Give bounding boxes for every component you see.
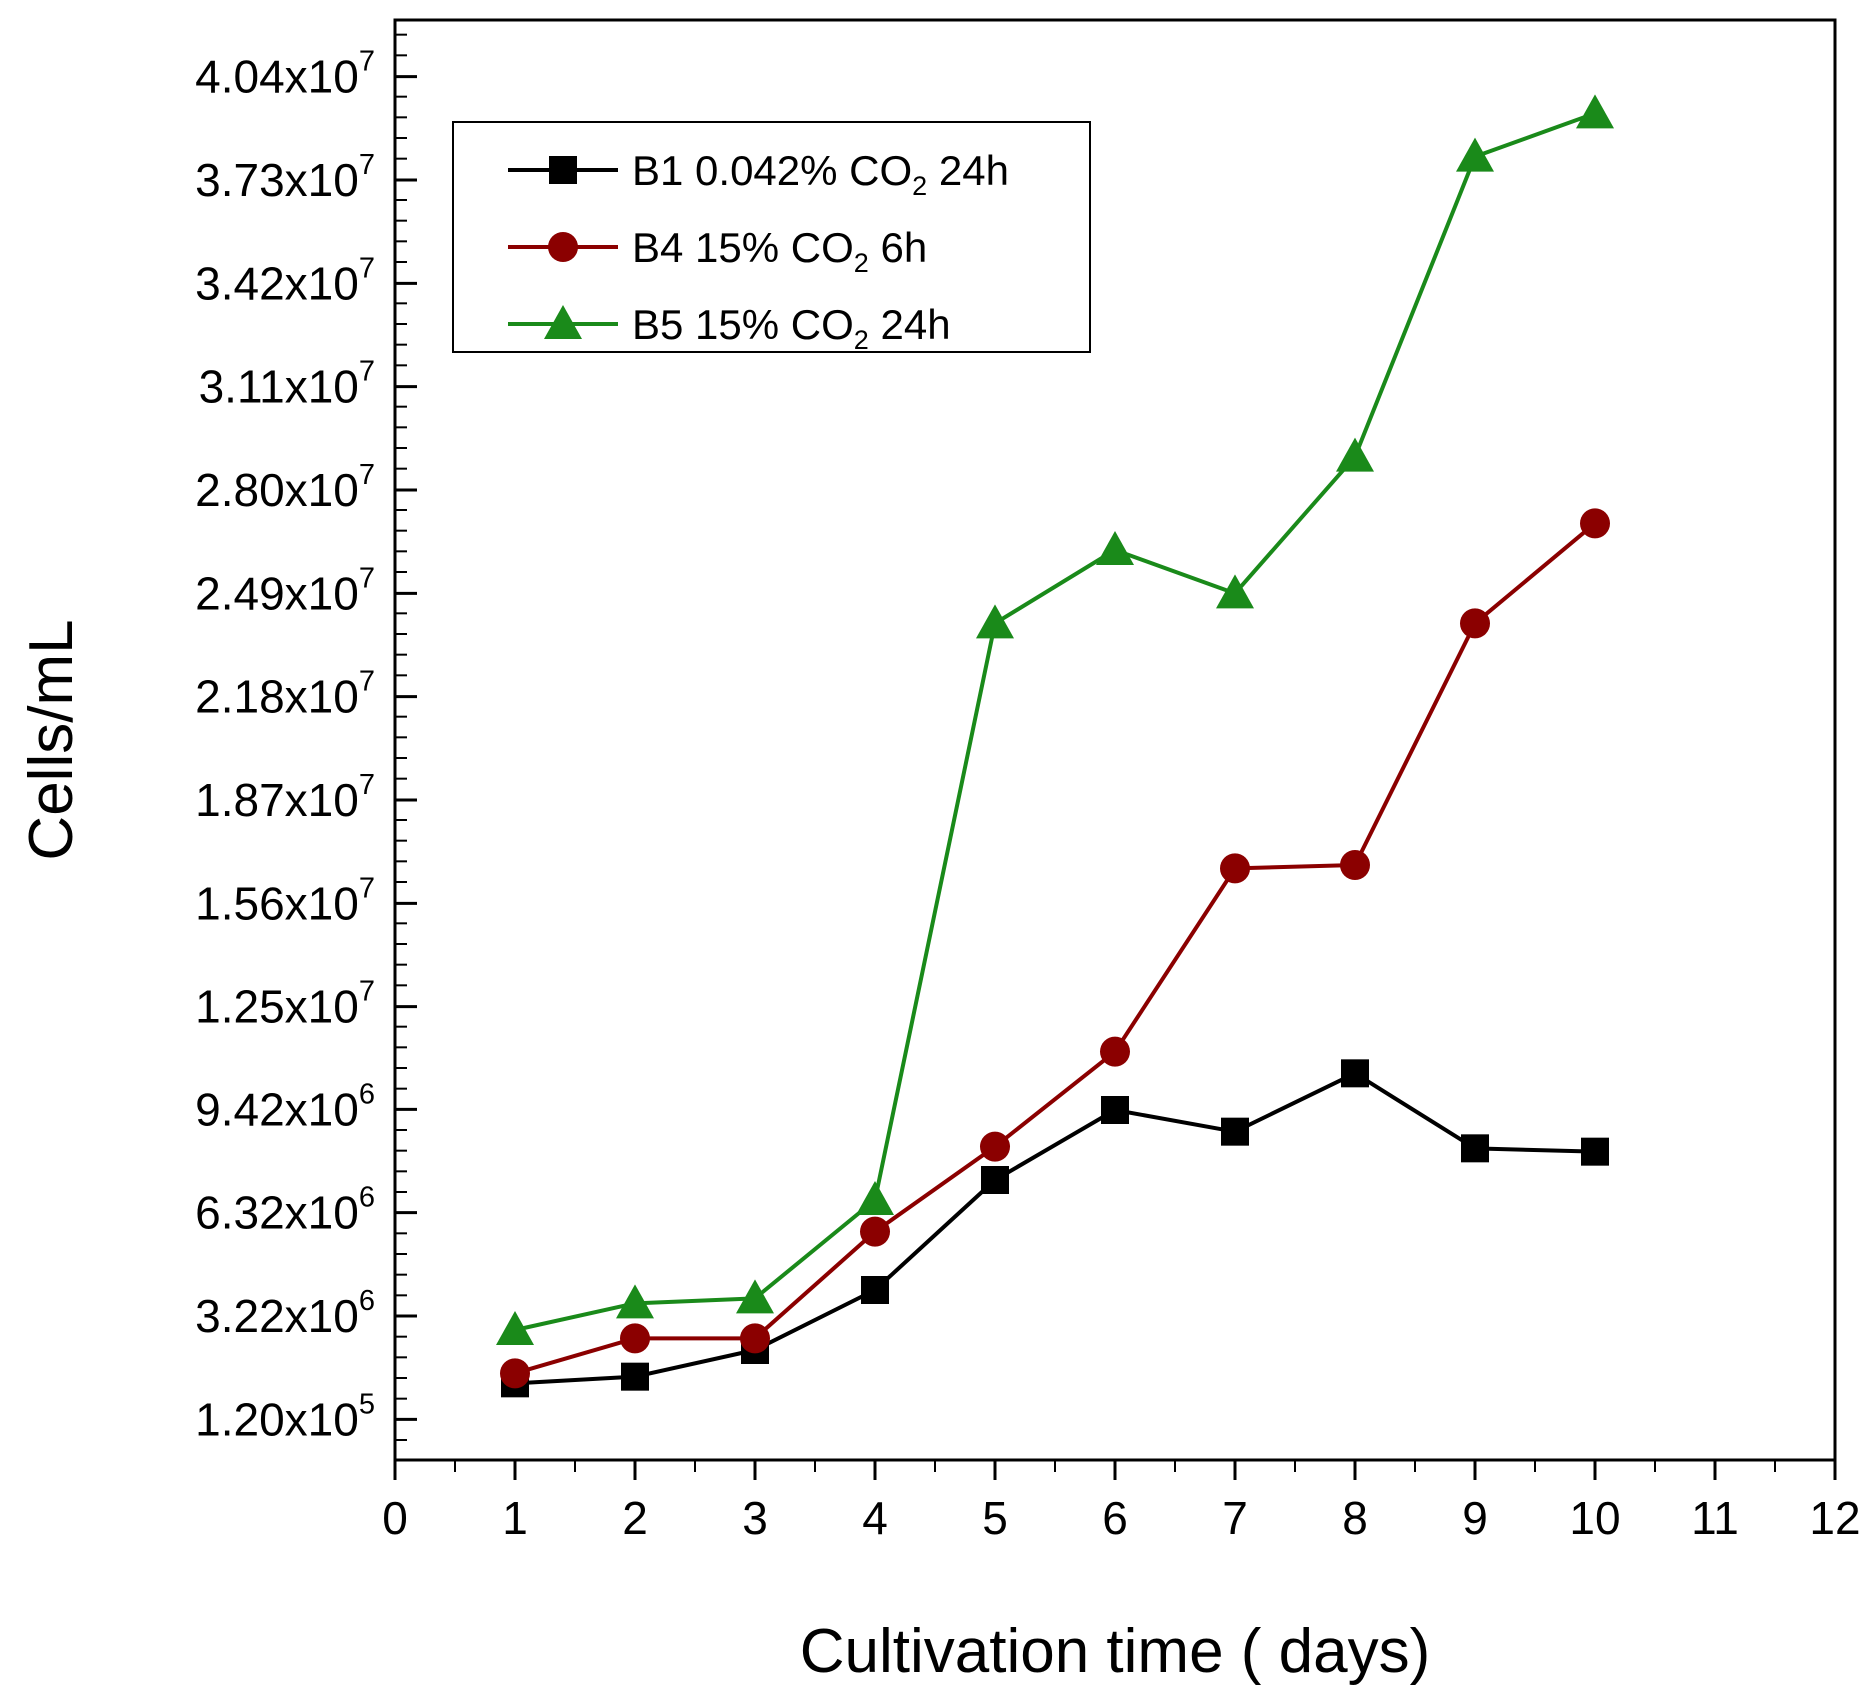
data-point-circle (980, 1131, 1010, 1162)
y-tick-label: 4.04x107 (195, 46, 375, 103)
series-2 (500, 508, 1610, 1389)
data-point-circle (548, 232, 578, 262)
legend-label: B1 0.042% CO2 24h (632, 147, 1009, 201)
x-tick-label: 5 (982, 1492, 1008, 1544)
x-tick-label: 12 (1809, 1492, 1860, 1544)
data-point-circle (1220, 853, 1250, 884)
series-line (514, 1071, 1596, 1386)
data-point-square (1101, 1096, 1129, 1124)
y-tick-label: 1.20x105 (195, 1388, 375, 1445)
y-axis-title: Cells/mL (17, 619, 86, 860)
x-tick-label: 1 (502, 1492, 528, 1544)
y-tick-label: 3.22x106 (195, 1285, 375, 1342)
data-point-triangle (616, 1284, 654, 1319)
data-point-square (1461, 1134, 1489, 1163)
data-point-square (549, 156, 577, 184)
data-point-square (1581, 1137, 1609, 1166)
data-point-triangle (1096, 531, 1134, 565)
y-tick-label: 1.56x107 (195, 872, 375, 929)
legend-entry: B5 15% CO2 24h (508, 301, 951, 355)
series-layer (496, 94, 1614, 1398)
data-point-circle (860, 1216, 890, 1247)
data-point-triangle (856, 1181, 894, 1215)
data-point-square (861, 1276, 889, 1304)
series-line (514, 111, 1596, 1332)
y-tick-label: 2.18x107 (195, 666, 375, 723)
legend: B1 0.042% CO2 24h B4 15% CO2 6h B5 15% CO2… (452, 121, 1091, 355)
data-point-circle (740, 1323, 770, 1354)
data-point-circle (1100, 1036, 1130, 1067)
legend-label: B5 15% CO2 24h (632, 301, 951, 355)
data-point-triangle (1336, 437, 1374, 472)
x-axis-title: Cultivation time ( days) (800, 1617, 1431, 1686)
series-3 (496, 94, 1614, 1345)
x-tick-label: 3 (742, 1492, 768, 1544)
y-tick-label: 9.42x106 (195, 1078, 375, 1135)
x-tick-label: 8 (1342, 1492, 1368, 1544)
x-tick-label: 10 (1569, 1492, 1620, 1544)
data-point-square (1221, 1117, 1249, 1146)
data-point-circle (620, 1323, 650, 1354)
y-tick-label: 2.49x107 (195, 562, 375, 619)
data-point-square (621, 1362, 649, 1391)
data-point-circle (1340, 850, 1370, 880)
data-point-square (981, 1166, 1009, 1194)
legend-entry: B4 15% CO2 6h (508, 224, 927, 278)
data-point-circle (500, 1358, 530, 1389)
x-tick-label: 11 (1691, 1492, 1739, 1544)
y-tick-label: 1.87x107 (195, 769, 375, 826)
x-tick-label: 7 (1222, 1492, 1248, 1544)
y-tick-label: 3.42x107 (195, 252, 375, 309)
legend-entry: B1 0.042% CO2 24h (508, 147, 1009, 201)
data-point-triangle (1456, 137, 1494, 172)
y-tick-label: 2.80x107 (195, 459, 375, 516)
legend-label: B4 15% CO2 6h (632, 224, 927, 278)
x-tick-label: 0 (382, 1492, 408, 1544)
x-axis: 0 1 2 3 4 5 6 7 8 9 10 11 12 (382, 1460, 1861, 1544)
y-tick-label: 6.32x106 (195, 1182, 375, 1239)
series-line (514, 521, 1597, 1376)
data-point-triangle (976, 604, 1014, 639)
data-point-circle (1460, 608, 1490, 639)
y-tick-label: 1.25x107 (195, 976, 375, 1033)
data-point-triangle (1576, 94, 1614, 129)
data-point-triangle (544, 305, 582, 339)
y-axis: 1.20x105 3.22x106 6.32x106 9.42x106 1.25x107… (195, 33, 417, 1445)
data-point-triangle (736, 1279, 774, 1314)
y-tick-label: 3.73x107 (195, 149, 375, 206)
data-point-triangle (1216, 574, 1254, 609)
x-tick-label: 9 (1462, 1492, 1488, 1544)
x-tick-label: 4 (862, 1492, 888, 1544)
y-tick-label: 3.11x107 (199, 356, 375, 413)
data-point-square (1341, 1059, 1369, 1088)
series-1 (501, 1059, 1609, 1398)
x-tick-label: 2 (622, 1492, 648, 1544)
x-tick-label: 6 (1102, 1492, 1128, 1544)
data-point-circle (1580, 508, 1610, 539)
data-point-triangle (496, 1311, 534, 1345)
